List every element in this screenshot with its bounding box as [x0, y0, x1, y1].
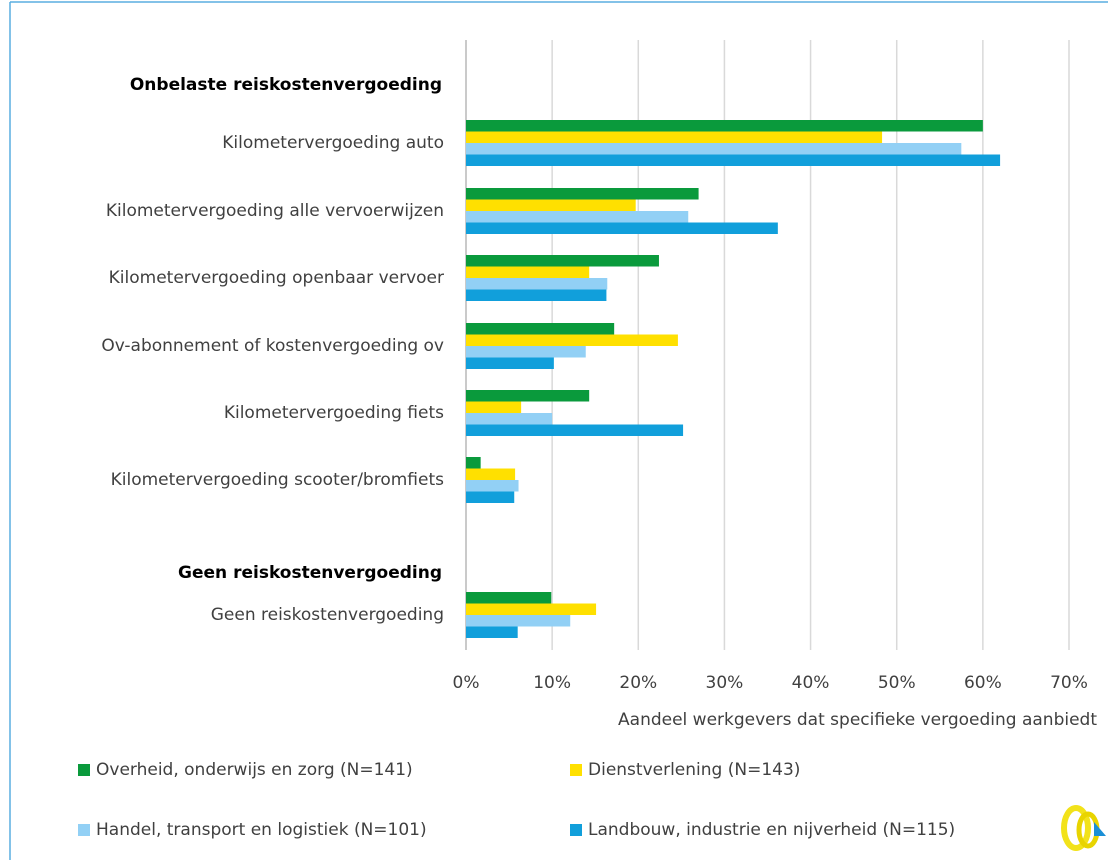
logo — [1061, 805, 1106, 851]
bar — [466, 255, 659, 267]
bar — [466, 491, 515, 503]
bar — [466, 592, 552, 604]
bar — [466, 357, 554, 369]
x-tick-label: 30% — [706, 673, 744, 693]
bar — [466, 603, 597, 615]
x-tick-label: 10% — [533, 673, 571, 693]
bar — [466, 615, 571, 627]
x-tick-label: 0% — [453, 673, 480, 693]
legend-swatch — [78, 764, 90, 776]
y-tick-label: Geen reiskostenvergoeding — [211, 605, 444, 625]
x-axis-label: Aandeel werkgevers dat specifieke vergoe… — [618, 710, 1097, 730]
legend-swatch — [570, 764, 582, 776]
bar — [466, 413, 553, 425]
bar — [466, 199, 636, 211]
bar — [466, 211, 689, 223]
legend-label: Landbouw, industrie en nijverheid (N=115… — [588, 820, 955, 840]
y-tick-label: Kilometervergoeding scooter/bromfiets — [111, 470, 445, 490]
y-tick-label: Ov-abonnement of kostenvergoeding ov — [101, 336, 444, 356]
bar — [466, 468, 516, 480]
y-tick-label: Kilometervergoeding auto — [222, 133, 444, 153]
bar — [466, 222, 778, 234]
bar — [466, 424, 684, 436]
legend-swatch — [570, 824, 582, 836]
x-tick-label: 40% — [792, 673, 830, 693]
legend-label: Handel, transport en logistiek (N=101) — [96, 820, 427, 840]
bar — [466, 390, 590, 402]
bar — [466, 266, 590, 278]
y-tick-label: Kilometervergoeding alle vervoerwijzen — [106, 201, 444, 221]
bar — [466, 323, 615, 335]
x-tick-label: 70% — [1050, 673, 1088, 693]
bar — [466, 480, 519, 492]
x-tick-label: 60% — [964, 673, 1002, 693]
bar — [466, 154, 1001, 166]
group-label: Geen reiskostenvergoeding — [178, 563, 442, 583]
bar — [466, 626, 518, 638]
bar — [466, 143, 962, 155]
y-tick-label: Kilometervergoeding fiets — [224, 403, 444, 423]
bar — [466, 346, 586, 358]
bar — [466, 401, 522, 413]
bar — [466, 278, 608, 290]
x-tick-label: 50% — [878, 673, 916, 693]
bar — [466, 131, 883, 143]
group-label: Onbelaste reiskostenvergoeding — [130, 75, 442, 95]
legend-label: Dienstverlening (N=143) — [588, 760, 800, 780]
bar — [466, 334, 678, 346]
bar — [466, 457, 481, 469]
bar — [466, 289, 607, 301]
bar — [466, 120, 983, 132]
x-tick-label: 20% — [619, 673, 657, 693]
legend-swatch — [78, 824, 90, 836]
y-tick-label: Kilometervergoeding openbaar vervoer — [109, 268, 444, 288]
legend-label: Overheid, onderwijs en zorg (N=141) — [96, 760, 413, 780]
bar — [466, 188, 699, 200]
